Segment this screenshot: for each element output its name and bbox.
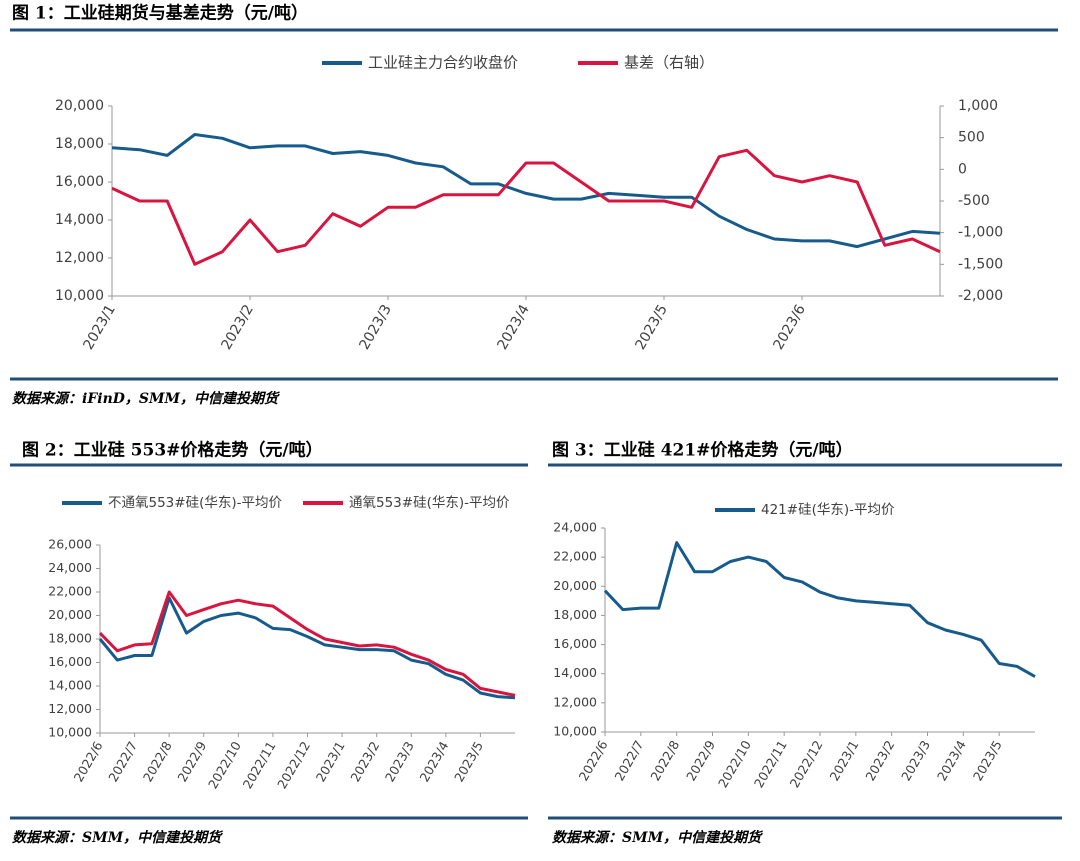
- y-tick-label: 16,000: [48, 654, 92, 669]
- x-tick-label: 2022/12: [787, 738, 826, 790]
- x-tick-label: 2022/10: [205, 739, 244, 792]
- y-tick-label: 10,000: [55, 288, 104, 304]
- figure-title: 图 1：工业硅期货与基差走势（元/吨）: [12, 3, 308, 24]
- x-tick-label: 2022/9: [174, 739, 209, 785]
- series-line: [111, 148, 941, 266]
- y-tick-label: 22,000: [48, 584, 92, 599]
- x-tick-label: 2023/4: [494, 302, 533, 353]
- x-tick-label: 2023/5: [451, 739, 486, 785]
- x-tick-label: 2023/5: [632, 302, 670, 353]
- y-tick-label: 12,000: [553, 694, 597, 709]
- x-tick-label: 2022/11: [751, 738, 790, 790]
- legend-label: 通氧553#硅(华东)-平均价: [349, 495, 510, 511]
- x-tick-label: 2022/7: [611, 738, 646, 784]
- x-tick-label: 2023/4: [934, 738, 969, 784]
- y-tick-label: 12,000: [55, 250, 104, 266]
- series-line: [603, 541, 1036, 678]
- y-tick-label: 20,000: [55, 98, 104, 114]
- x-tick-label: 2022/8: [140, 739, 175, 785]
- legend-label: 基差（右轴）: [624, 54, 714, 72]
- y-tick-label: 12,000: [48, 701, 92, 716]
- source: 数据来源：SMM，中信建投期货: [552, 829, 763, 846]
- y2-tick-label: 0: [958, 161, 967, 177]
- x-tick-label: 2023/1: [313, 739, 348, 785]
- y-tick-label: 14,000: [553, 665, 597, 680]
- y-tick-label: 24,000: [553, 520, 597, 535]
- x-tick-label: 2022/12: [274, 739, 313, 791]
- x-tick-label: 2023/3: [382, 739, 417, 785]
- x-tick-label: 2023/2: [347, 739, 382, 785]
- x-tick-label: 2022/6: [576, 738, 611, 784]
- y2-tick-label: -1,000: [958, 225, 1003, 241]
- y2-tick-label: 1,000: [958, 98, 998, 114]
- y-tick-label: 26,000: [48, 537, 92, 552]
- x-tick-label: 2023/3: [356, 302, 394, 353]
- y-tick-label: 14,000: [48, 678, 92, 693]
- x-tick-label: 2023/1: [80, 302, 118, 353]
- x-tick-label: 2022/10: [715, 738, 754, 791]
- y-tick-label: 24,000: [48, 560, 92, 575]
- y2-tick-label: 500: [958, 130, 985, 146]
- y2-tick-label: -500: [958, 193, 990, 209]
- x-tick-label: 2023/5: [970, 738, 1005, 784]
- y-tick-label: 16,000: [55, 174, 104, 190]
- legend-label: 工业硅主力合约收盘价: [368, 54, 518, 72]
- x-tick-label: 2022/7: [105, 739, 140, 785]
- y-tick-label: 10,000: [553, 724, 597, 739]
- x-tick-label: 2023/3: [898, 738, 933, 784]
- x-tick-label: 2023/4: [416, 739, 451, 785]
- y2-tick-label: -2,000: [958, 288, 1003, 304]
- x-tick-label: 2023/2: [862, 738, 897, 784]
- x-tick-label: 2022/11: [240, 739, 279, 791]
- x-tick-label: 2022/9: [683, 738, 718, 784]
- x-tick-label: 2023/6: [770, 302, 809, 353]
- figure-title: 图 3：工业硅 421#价格走势（元/吨）: [552, 440, 853, 461]
- y2-tick-label: -1,500: [958, 256, 1003, 272]
- x-tick-label: 2023/1: [826, 738, 861, 784]
- legend-label: 421#硅(华东)-平均价: [761, 502, 895, 518]
- y-tick-label: 22,000: [553, 549, 597, 564]
- y-tick-label: 20,000: [553, 578, 597, 593]
- series-line: [98, 590, 516, 697]
- figure-title: 图 2：工业硅 553#价格走势（元/吨）: [22, 440, 323, 461]
- y-tick-label: 18,000: [55, 136, 104, 152]
- y-tick-label: 16,000: [553, 636, 597, 651]
- legend-label: 不通氧553#硅(华东)-平均价: [108, 495, 282, 511]
- source: 数据来源：SMM，中信建投期货: [12, 829, 223, 846]
- source: 数据来源：iFinD，SMM，中信建投期货: [12, 390, 280, 407]
- x-tick-label: 2022/8: [647, 738, 682, 784]
- y-tick-label: 10,000: [48, 725, 92, 740]
- x-tick-label: 2023/2: [218, 302, 256, 353]
- series-line: [111, 133, 941, 249]
- y-tick-label: 20,000: [48, 607, 92, 622]
- y-tick-label: 14,000: [55, 212, 104, 228]
- y-tick-label: 18,000: [553, 607, 597, 622]
- series-line: [98, 596, 516, 700]
- x-tick-label: 2022/6: [71, 739, 106, 785]
- y-tick-label: 18,000: [48, 631, 92, 646]
